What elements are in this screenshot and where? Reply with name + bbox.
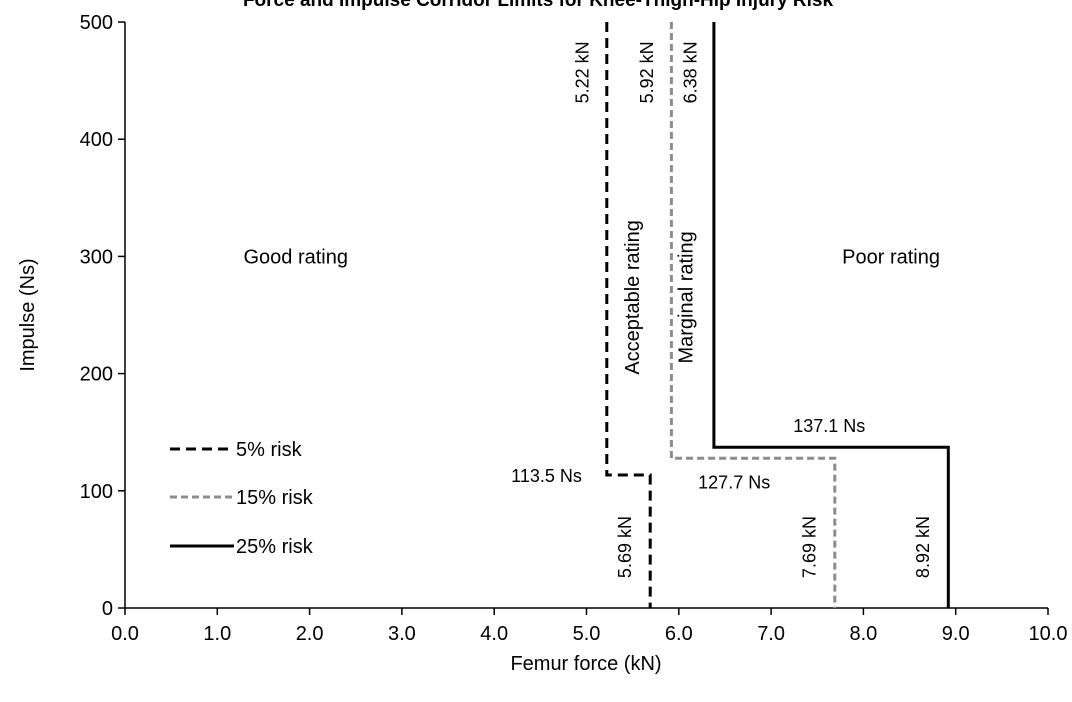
annotation-label: 8.92 kN [913, 516, 933, 578]
series-group [605, 22, 950, 608]
x-tick-label: 2.0 [296, 623, 324, 645]
y-axis-label: Impulse (Ns) [17, 258, 39, 371]
annotation-label: Poor rating [842, 246, 940, 268]
annotation-label: 113.5 Ns [511, 466, 582, 486]
annotation-label: Good rating [243, 246, 348, 268]
legend-label: 15% risk [236, 487, 314, 509]
annotation-label: 5.22 kN [572, 41, 592, 103]
series-line-5-risk [605, 22, 652, 608]
annotation-label: Acceptable rating [622, 220, 644, 375]
series-line-15-risk [669, 22, 837, 608]
legend-label: 5% risk [236, 439, 303, 461]
x-axis-label: Femur force (kN) [510, 653, 661, 675]
annotation-label: 5.69 kN [615, 516, 635, 578]
x-tick-label: 10.0 [1029, 623, 1068, 645]
legend: 5% risk 15% risk 25% risk [170, 439, 314, 558]
annotation-label: 6.38 kN [680, 41, 700, 103]
x-tick-label: 4.0 [480, 623, 508, 645]
x-tick-label: 6.0 [665, 623, 693, 645]
x-tick-label: 1.0 [203, 623, 231, 645]
legend-label: 25% risk [236, 536, 314, 558]
annotation-label: 5.92 kN [637, 41, 657, 103]
annotation-label: Marginal rating [676, 231, 698, 363]
annotations-group: Good rating Poor rating Acceptable rating M… [243, 41, 940, 578]
annotation-label: 137.1 Ns [793, 416, 865, 436]
x-tick-label: 0.0 [111, 623, 139, 645]
x-tick-label: 7.0 [757, 623, 785, 645]
annotation-label: 127.7 Ns [698, 472, 770, 492]
x-tick-label: 3.0 [388, 623, 416, 645]
x-tick-label: 9.0 [942, 623, 970, 645]
annotation-label: 7.69 kN [799, 516, 819, 578]
y-tick-label: 100 [80, 481, 113, 503]
axis-ticks: 0.0 1.0 2.0 3.0 4.0 5.0 6.0 7.0 8.0 9.0 10.0 0 100 20… [80, 12, 1068, 645]
chart-title: Force and Impulse Corridor Limits for Kn… [243, 0, 834, 11]
y-tick-label: 500 [80, 12, 113, 34]
y-tick-label: 0 [102, 598, 113, 620]
y-tick-label: 400 [80, 129, 113, 151]
series-line-25-risk [712, 22, 950, 608]
x-tick-label: 8.0 [849, 623, 877, 645]
y-tick-label: 200 [80, 364, 113, 386]
x-tick-label: 5.0 [573, 623, 601, 645]
y-tick-label: 300 [80, 246, 113, 268]
